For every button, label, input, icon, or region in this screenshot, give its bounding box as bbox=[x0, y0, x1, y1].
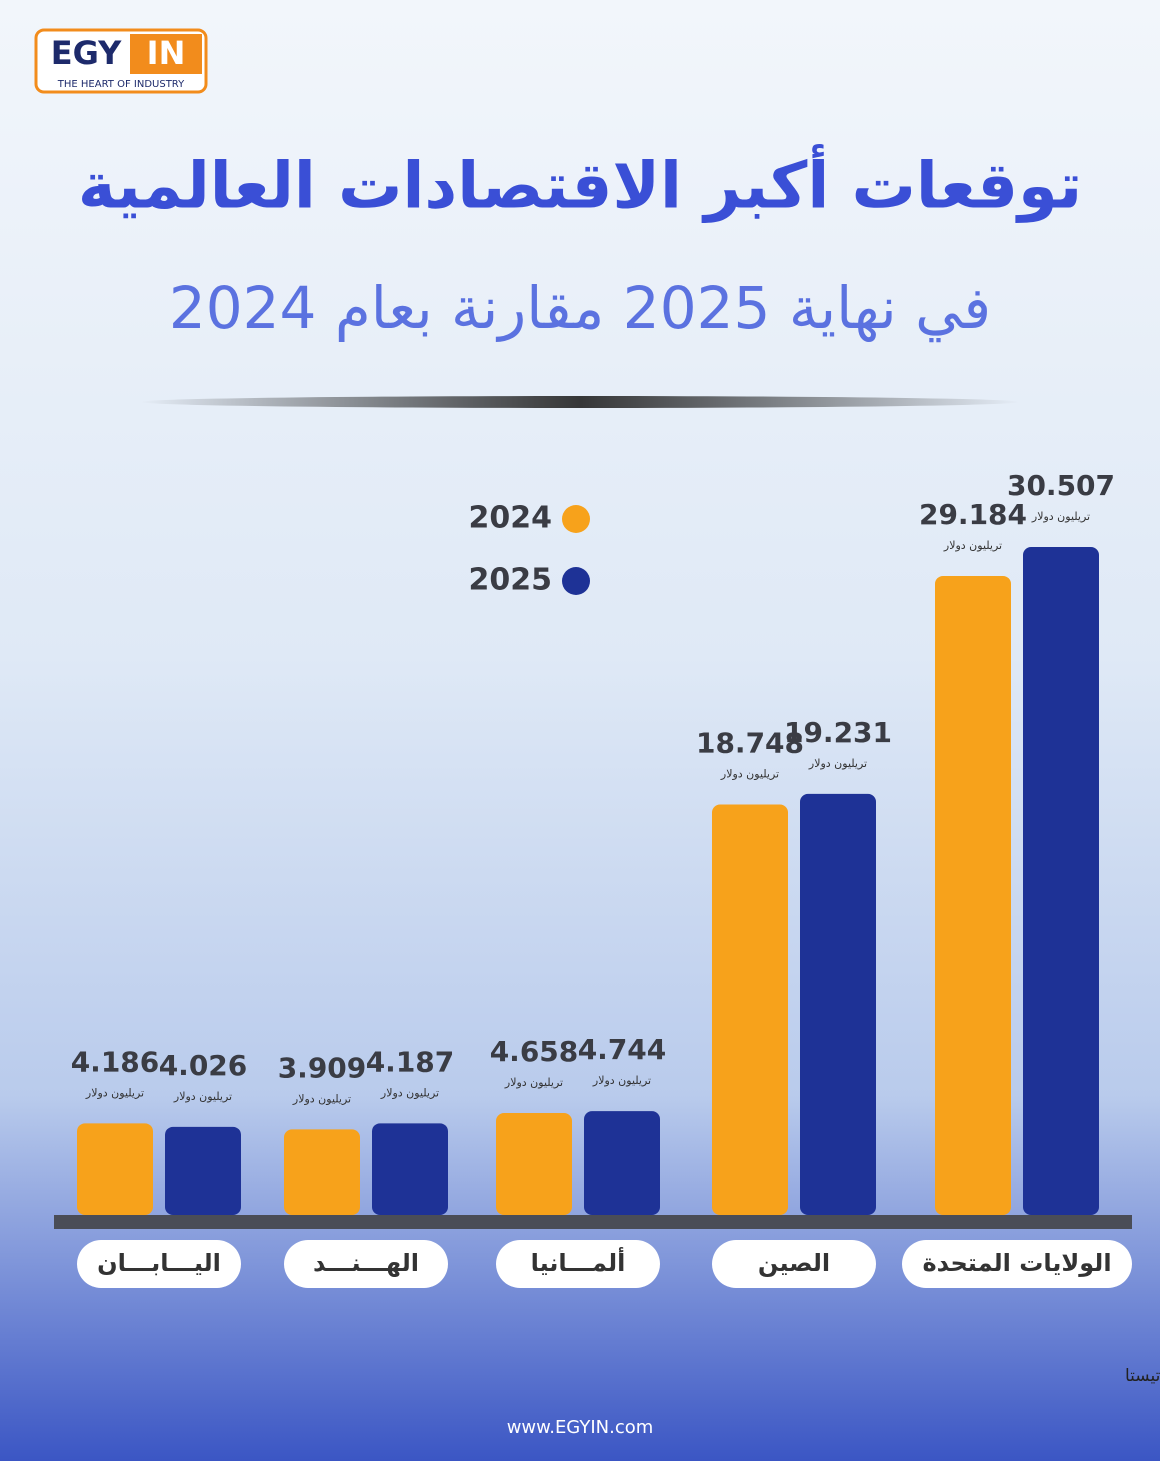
bar bbox=[1023, 547, 1099, 1215]
category-pill bbox=[496, 1240, 660, 1288]
x-tick-label: الهـــنـــد bbox=[313, 1249, 419, 1277]
baseline bbox=[54, 1215, 1132, 1229]
unit-label: تريليون دولار bbox=[943, 539, 1002, 552]
source: المصدر: ستاتيستا bbox=[1125, 1366, 1160, 1386]
value-label: 4.186 bbox=[71, 1045, 160, 1078]
unit-label: تريليون دولار bbox=[808, 757, 867, 770]
category-pill bbox=[284, 1240, 448, 1288]
logo-tagline: THE HEART OF INDUSTRY bbox=[57, 79, 185, 90]
value-label: 4.026 bbox=[159, 1049, 248, 1082]
unit-label: تريليون دولار bbox=[173, 1090, 232, 1103]
bar bbox=[935, 575, 1011, 1215]
value-label: 3.909 bbox=[278, 1051, 367, 1084]
category-pill bbox=[77, 1240, 241, 1288]
bar bbox=[372, 1123, 448, 1215]
value-label: 18.748 bbox=[696, 726, 804, 759]
value-label: 4.744 bbox=[578, 1033, 667, 1066]
divider bbox=[140, 396, 1020, 408]
x-tick-label: ألمـــانيا bbox=[531, 1247, 626, 1277]
category-pill bbox=[902, 1240, 1132, 1288]
bar bbox=[800, 793, 876, 1215]
chart-subtitle: في نهاية 2025 مقارنة بعام 2024 bbox=[169, 274, 991, 343]
logo-accent bbox=[130, 34, 202, 74]
x-tick-label: اليـــابـــان bbox=[97, 1249, 221, 1277]
value-label: 4.187 bbox=[366, 1045, 455, 1078]
logo-text: IN bbox=[147, 34, 186, 72]
logo: EGY IN THE HEART OF INDUSTRY bbox=[34, 28, 208, 94]
value-label: 4.658 bbox=[490, 1035, 579, 1068]
unit-label: تريليون دولار bbox=[592, 1074, 651, 1087]
bar bbox=[584, 1111, 660, 1215]
legend-swatch bbox=[562, 567, 590, 595]
value-label: 29.184 bbox=[919, 498, 1027, 531]
bar bbox=[284, 1129, 360, 1215]
legend-swatch bbox=[562, 505, 590, 533]
category-pill bbox=[712, 1240, 876, 1288]
unit-label: تريليون دولار bbox=[292, 1092, 351, 1105]
unit-label: تريليون دولار bbox=[720, 767, 779, 780]
bar bbox=[496, 1113, 572, 1215]
unit-label: تريليون دولار bbox=[380, 1086, 439, 1099]
logo-text: EGY bbox=[51, 34, 122, 72]
value-label: 19.231 bbox=[784, 716, 892, 749]
legend-label: 2025 bbox=[469, 563, 553, 598]
legend-label: 2024 bbox=[469, 501, 553, 536]
bar bbox=[712, 804, 788, 1215]
unit-label: تريليون دولار bbox=[1031, 510, 1090, 523]
x-tick-label: الولايات المتحدة bbox=[922, 1249, 1111, 1277]
unit-label: تريليون دولار bbox=[85, 1086, 144, 1099]
bar bbox=[77, 1123, 153, 1215]
bar bbox=[165, 1126, 241, 1215]
footer-url: www.EGYIN.com bbox=[507, 1417, 654, 1438]
unit-label: تريليون دولار bbox=[504, 1076, 563, 1089]
chart-title: توقعات أكبر الاقتصادات العالمية bbox=[78, 144, 1082, 224]
value-label: 30.507 bbox=[1007, 469, 1115, 502]
x-tick-label: الصين bbox=[758, 1249, 830, 1277]
